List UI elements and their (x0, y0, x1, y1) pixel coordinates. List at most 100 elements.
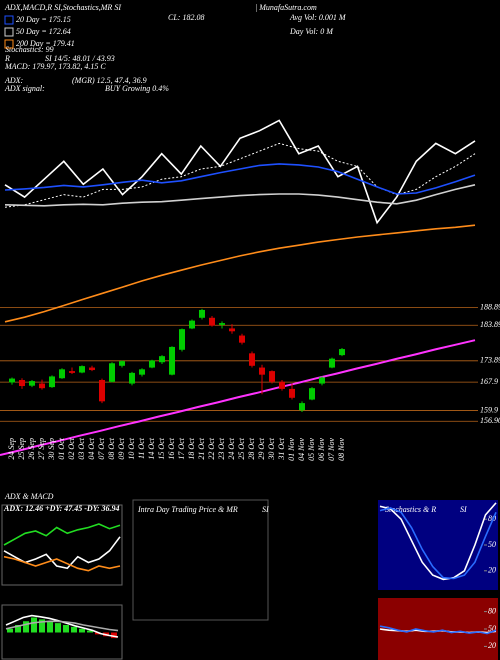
y-tick-label: 50 (488, 540, 496, 549)
series-line (3, 555, 121, 572)
panel-title: ADX & MACD (4, 492, 54, 501)
candle-body (179, 329, 185, 350)
x-tick-label: 07 Nov (327, 438, 336, 461)
intraday-box (132, 499, 269, 621)
bar (79, 628, 85, 633)
x-tick-label: 24 Oct (227, 437, 236, 459)
x-tick-label: 03 Oct (77, 437, 86, 459)
annotation: ADX: (4, 76, 24, 85)
bar (63, 625, 69, 633)
x-tick-label: 18 Oct (187, 437, 196, 459)
candle-body (279, 381, 285, 389)
legend-label: 200 Day = 179.41 (16, 39, 75, 48)
bar (15, 625, 21, 633)
panel-title: SI (460, 505, 467, 514)
candle-body (69, 371, 75, 373)
x-tick-label: 25 Sep (17, 438, 26, 460)
candle-body (19, 380, 25, 387)
x-tick-label: 30 Oct (267, 437, 276, 460)
panel-title: SI (262, 505, 269, 514)
chart-title: ADX,MACD,R SI,Stochastics,MR SI (4, 3, 121, 12)
candle-body (59, 369, 65, 379)
macd-box (1, 604, 123, 660)
candle-body (239, 335, 245, 343)
series-line (3, 523, 121, 546)
candle-body (249, 353, 255, 366)
annotation: SI 14/5: 48.01 / 43.93 (45, 54, 115, 63)
series-line (4, 163, 476, 195)
bar (71, 626, 77, 633)
candle-body (79, 366, 85, 373)
candle-body (129, 372, 135, 384)
bar (23, 621, 29, 633)
x-tick-label: 26 Sep (27, 438, 36, 460)
candle-body (149, 360, 155, 368)
panel-bg (378, 500, 498, 590)
x-tick-label: 08 Nov (337, 438, 346, 461)
x-tick-label: 27 Sep (37, 438, 46, 460)
candle-body (109, 363, 115, 382)
candle-body (299, 403, 305, 411)
x-tick-label: 09 Oct (117, 437, 126, 459)
candle-body (99, 380, 105, 402)
x-tick-label: 02 Oct (67, 437, 76, 459)
annotation: Avg Vol: 0.001 M (289, 13, 347, 22)
x-tick-label: 21 Oct (197, 437, 206, 459)
candle-body (289, 388, 295, 398)
y-tick-label: 167.9 (480, 377, 498, 386)
candle-body (259, 367, 265, 375)
x-tick-label: 04 Nov (297, 438, 306, 461)
legend-swatch (4, 15, 14, 25)
x-tick-label: 14 Oct (147, 437, 156, 459)
series-line (5, 620, 119, 632)
candle-body (219, 323, 225, 325)
x-tick-label: 28 Oct (247, 437, 256, 459)
x-tick-label: 17 Oct (177, 437, 186, 459)
x-tick-label: 30 Sep (47, 438, 56, 461)
candle-body (9, 378, 15, 383)
candle-body (189, 320, 195, 329)
annotation: (MGR) 12.5, 47.4, 36.9 (72, 76, 147, 85)
x-tick-label: 05 Nov (307, 438, 316, 461)
candle-body (209, 317, 215, 326)
candle-body (329, 358, 335, 368)
candle-body (309, 388, 315, 400)
series-line (379, 502, 497, 581)
panel-title: Stochastics & R (385, 505, 436, 514)
x-tick-label: 25 Oct (237, 437, 246, 459)
x-tick-label: 23 Oct (217, 437, 226, 459)
annotation: Stochastics: 99 (5, 45, 54, 54)
x-tick-label: 08 Oct (107, 437, 116, 459)
x-tick-label: 15 Oct (157, 437, 166, 459)
y-tick-label: 173.89 (480, 356, 500, 365)
x-tick-label: 10 Oct (127, 437, 136, 459)
series-line (4, 119, 476, 225)
candle-body (169, 346, 175, 375)
candle-body (339, 349, 345, 356)
adx-box (1, 504, 123, 586)
legend-swatch (4, 27, 14, 37)
bar (7, 628, 13, 633)
candle-body (119, 361, 125, 366)
candle-body (159, 356, 165, 363)
series-line (5, 614, 119, 638)
y-tick-label: 20 (488, 566, 496, 575)
series-line (3, 536, 121, 570)
bar (47, 621, 53, 633)
panel-title: Intra Day Trading Price & MR (137, 505, 238, 514)
annotation: MACD: 179.97, 173.82, 4.15 C (4, 62, 106, 71)
x-tick-label: 06 Nov (317, 438, 326, 461)
candle-body (49, 376, 55, 388)
y-tick-label: 159.9 (480, 405, 498, 414)
bar (55, 623, 61, 633)
candle-body (39, 383, 45, 389)
annotation: R (4, 54, 10, 63)
annotation: ADX signal: (4, 84, 45, 93)
y-tick-label: 80 (488, 606, 496, 615)
candle-body (229, 328, 235, 332)
candle-body (199, 309, 205, 318)
bar (95, 632, 101, 635)
x-tick-label: 07 Oct (97, 437, 106, 459)
y-tick-label: 156.90 (480, 416, 500, 425)
y-tick-label: 20 (488, 641, 496, 650)
